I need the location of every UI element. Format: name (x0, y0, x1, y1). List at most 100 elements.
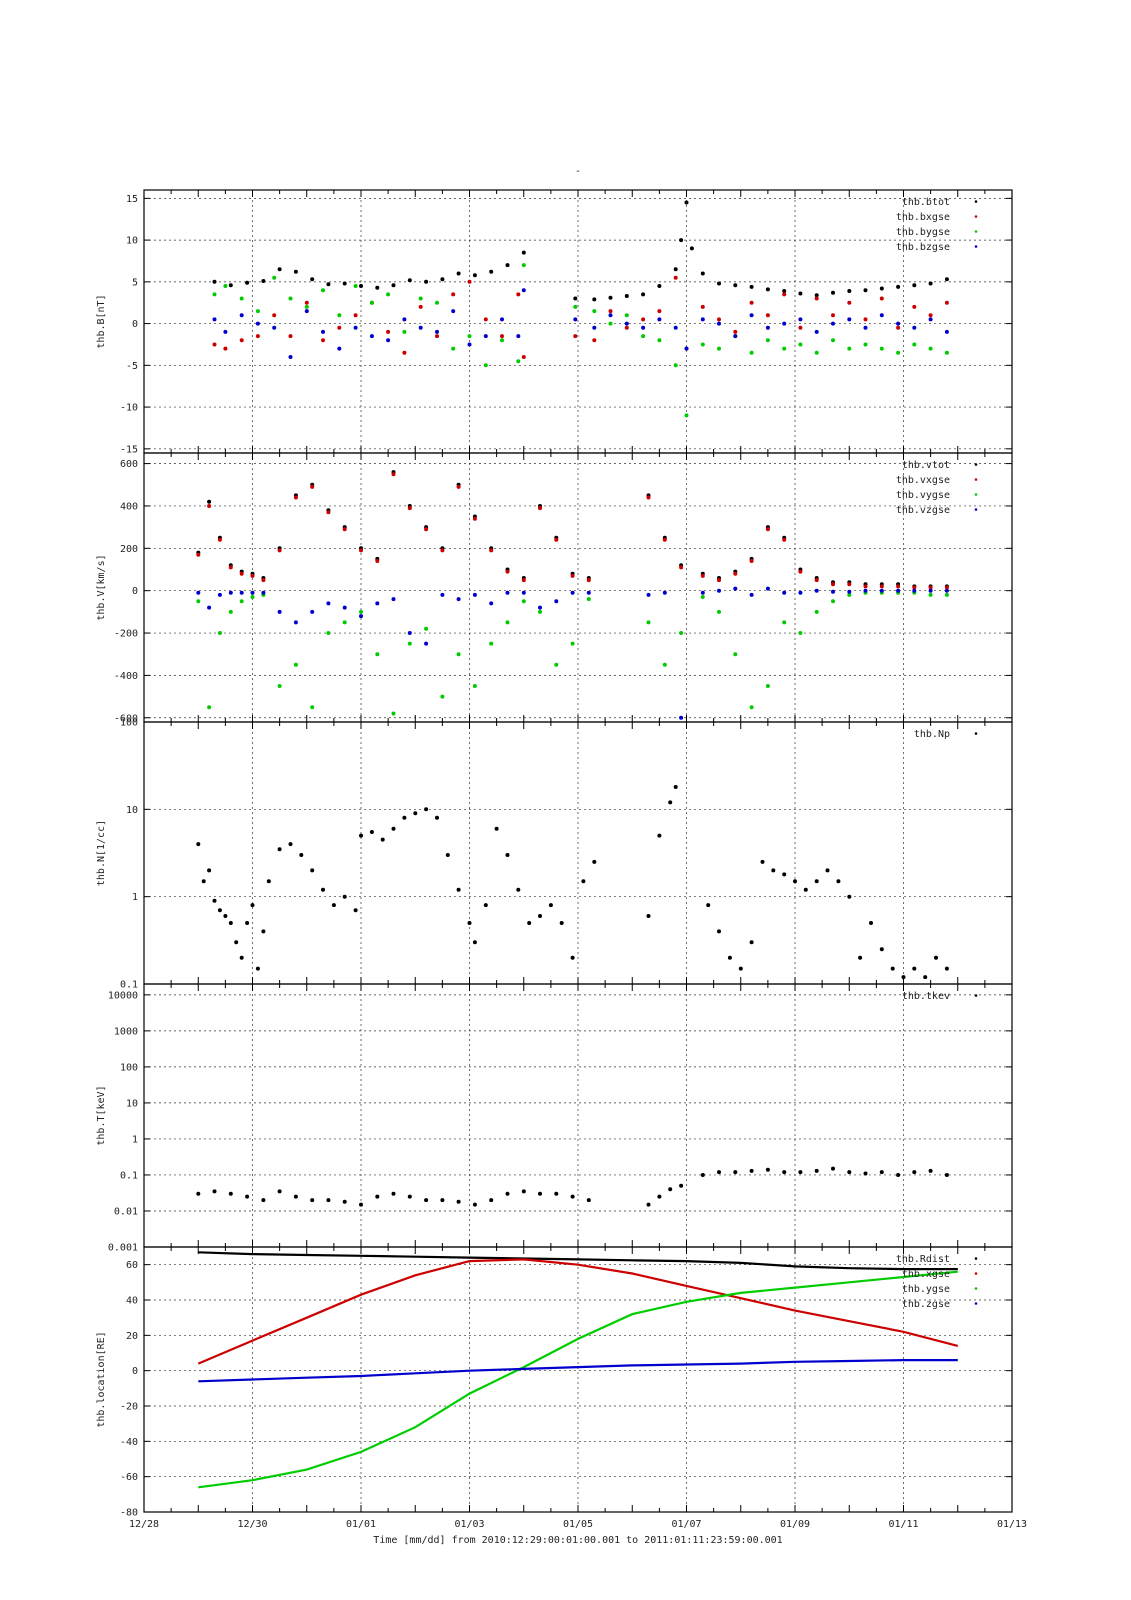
data-point-thb.Np (445, 853, 450, 857)
data-point-thb.vygse (359, 609, 363, 614)
data-point-thb.bxgse (896, 325, 901, 330)
data-point-thb.tkev (375, 1194, 380, 1199)
data-point-thb.bzgse (944, 329, 949, 334)
data-point-thb.vzgse (679, 715, 684, 720)
data-point-thb.bxgse (353, 313, 358, 318)
data-point-thb.bzgse (369, 334, 374, 339)
data-point-thb.btot (212, 279, 217, 284)
y-tick-label: 200 (120, 544, 138, 555)
data-point-thb.bzgse (928, 317, 933, 322)
data-point-thb.btot (689, 246, 694, 251)
data-point-thb.bygse (272, 275, 277, 280)
data-point-thb.tkev (928, 1168, 933, 1173)
data-point-thb.bygse (749, 350, 754, 355)
data-point-thb.vzgse (228, 590, 233, 595)
data-point-thb.Np (570, 955, 575, 960)
data-point-thb.vxgse (896, 584, 901, 589)
legend-marker (974, 508, 978, 511)
data-point-thb.bzgse (782, 321, 787, 326)
data-point-thb.vygse (250, 595, 255, 599)
data-point-thb.bygse (912, 342, 917, 347)
data-point-thb.vzgse (277, 609, 282, 614)
data-point-thb.vxgse (489, 548, 494, 553)
data-point-thb.btot (293, 269, 298, 274)
data-point-thb.Np (435, 815, 439, 820)
data-point-thb.bygse (516, 359, 521, 364)
data-point-thb.tkev (407, 1194, 412, 1199)
y-tick-label: 10 (126, 805, 138, 816)
data-point-thb.vxgse (554, 537, 559, 542)
data-point-thb.Np (727, 955, 732, 960)
data-point-thb.Np (706, 903, 711, 908)
data-point-thb.vygse (217, 631, 222, 635)
data-point-thb.vxgse (505, 569, 510, 574)
data-point-thb.bygse (896, 350, 901, 355)
data-point-thb.Np (255, 966, 260, 971)
data-point-thb.vxgse (679, 565, 684, 570)
data-point-thb.btot (342, 281, 347, 286)
data-point-thb.bzgse (418, 325, 423, 330)
data-point-thb.bxgse (765, 313, 770, 318)
data-point-thb.bzgse (847, 317, 852, 322)
data-point-thb.Np (717, 929, 721, 934)
data-point-thb.Np (217, 908, 222, 913)
data-point-thb.bygse (402, 329, 407, 334)
data-point-thb.Np (869, 921, 873, 925)
data-point-thb.bzgse (749, 313, 754, 318)
data-point-thb.tkev (679, 1183, 684, 1188)
data-point-thb.vygse (646, 620, 651, 625)
data-point-thb.vxgse (424, 527, 429, 532)
data-point-thb.bygse (847, 346, 852, 351)
data-point-thb.tkev (359, 1202, 363, 1207)
data-point-thb.bxgse (255, 334, 260, 339)
data-point-thb.vzgse (831, 589, 835, 594)
data-point-thb.vzgse (798, 590, 803, 595)
data-point-thb.vygse (733, 652, 738, 657)
panels: 151050-5-10-15thb.B[nT]thb.btotthb.bxgse… (96, 189, 1013, 1519)
data-point-thb.btot (641, 292, 646, 297)
data-point-thb.vzgse (217, 592, 222, 597)
data-point-thb.vzgse (261, 590, 266, 595)
data-point-thb.vzgse (896, 588, 901, 593)
data-point-thb.vzgse (733, 586, 738, 591)
data-point-thb.Np (424, 807, 429, 812)
y-tick-label: -20 (120, 1402, 138, 1413)
y-tick-label: 0.001 (108, 1243, 138, 1254)
y-tick-label: 0.1 (120, 1170, 138, 1181)
data-point-thb.bxgse (641, 317, 646, 322)
data-point-thb.btot (896, 284, 901, 289)
data-point-thb.tkev (342, 1199, 347, 1204)
data-point-thb.bxgse (500, 334, 504, 339)
data-point-thb.btot (700, 271, 705, 276)
data-point-thb.vxgse (375, 559, 380, 563)
data-point-thb.bxgse (402, 350, 407, 355)
y-tick-label: 0.01 (114, 1206, 138, 1217)
data-point-thb.bzgse (212, 317, 217, 322)
data-point-thb.Np (250, 903, 255, 908)
data-point-thb.vzgse (239, 590, 244, 595)
data-point-thb.tkev (505, 1191, 510, 1196)
data-point-thb.btot (359, 284, 363, 288)
data-point-thb.vygse (765, 684, 770, 688)
data-point-thb.btot (521, 250, 526, 255)
legend-label: thb.vygse (896, 490, 950, 501)
data-point-thb.bxgse (798, 325, 803, 330)
data-point-thb.bygse (239, 296, 244, 301)
data-point-thb.Np (212, 898, 217, 903)
data-point-thb.vygse (375, 652, 380, 657)
data-point-thb.Np (944, 966, 949, 971)
legend-label: thb.ygse (902, 1284, 950, 1295)
data-point-thb.vzgse (342, 605, 347, 610)
data-point-thb.Np (321, 887, 325, 892)
panel-frame (143, 1246, 1013, 1513)
data-point-thb.tkev (831, 1166, 835, 1171)
data-point-thb.Np (668, 800, 673, 805)
data-point-thb.btot (765, 287, 770, 292)
data-point-thb.bygse (288, 296, 293, 301)
data-point-thb.Np (223, 914, 228, 918)
data-point-thb.vzgse (749, 592, 754, 597)
legend-marker (974, 200, 978, 203)
data-point-thb.Np (657, 833, 662, 838)
data-point-thb.tkev (782, 1170, 787, 1175)
data-point-thb.bxgse (451, 292, 456, 297)
